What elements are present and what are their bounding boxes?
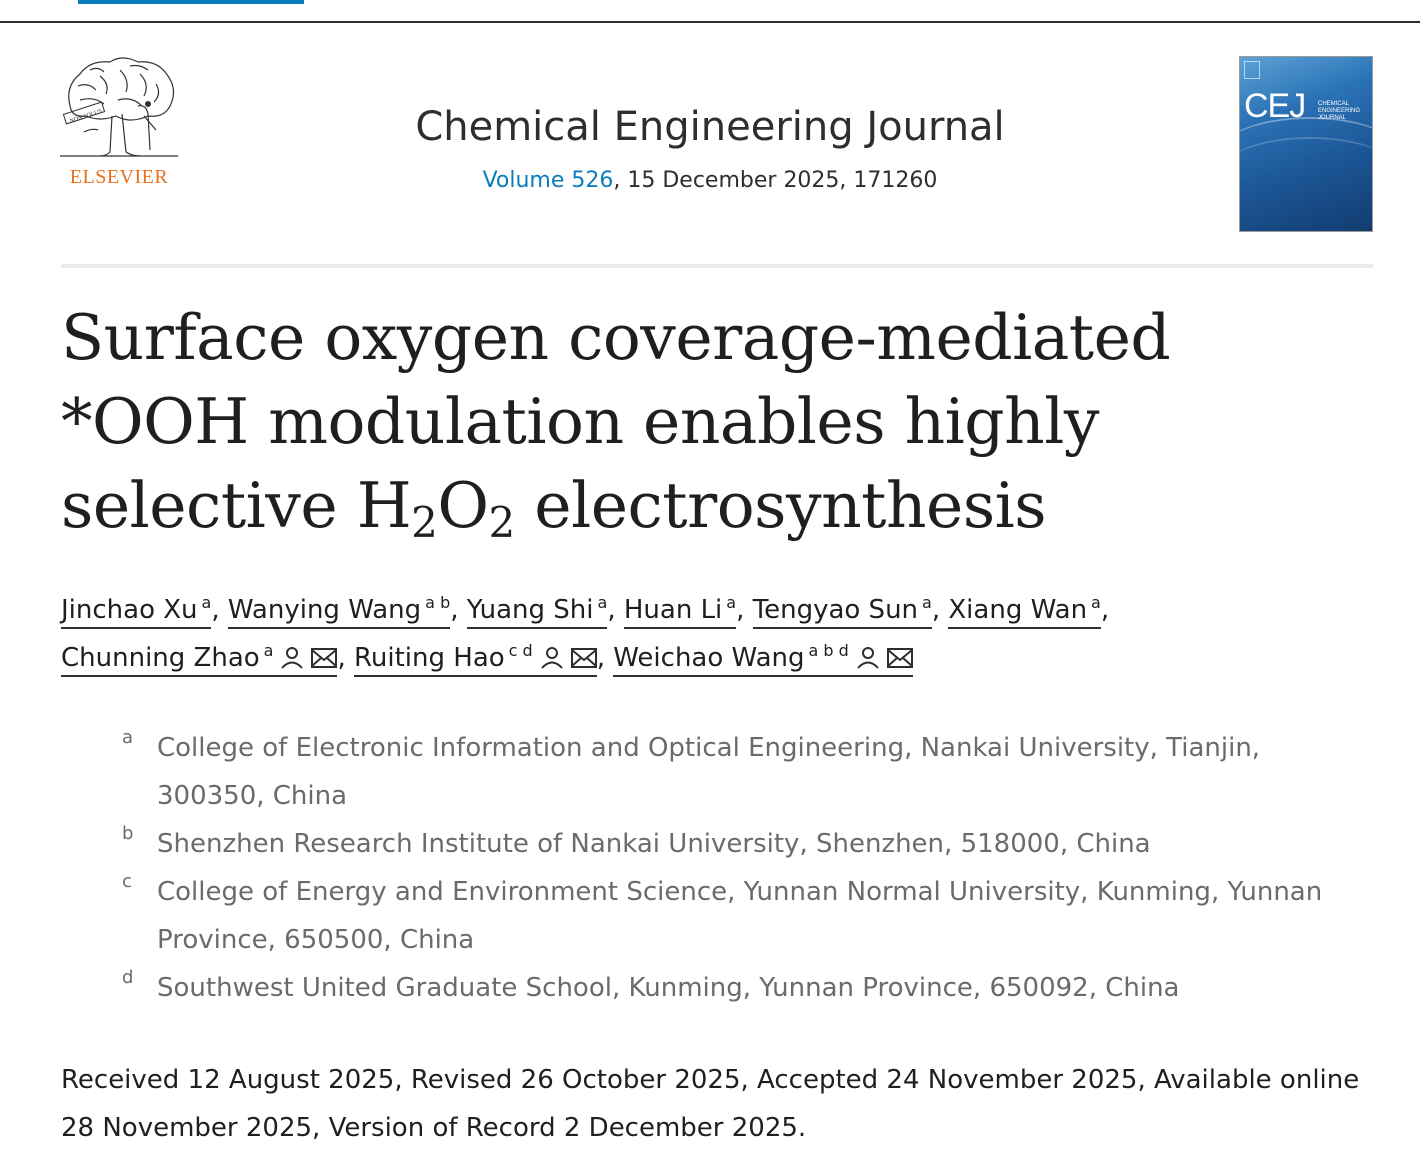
cover-subtitle: CHEMICAL ENGINEERING JOURNAL: [1318, 101, 1361, 121]
person-icon: [281, 647, 304, 669]
author-link[interactable]: Weichao Wang a b d: [613, 643, 913, 677]
author-link[interactable]: Xiang Wan a: [948, 593, 1101, 629]
journal-issue-info: Volume 526, 15 December 2025, 171260: [300, 166, 1120, 196]
affiliation-item: b Shenzhen Research Institute of Nankai U…: [120, 820, 1370, 868]
author-affiliation-marks: a b: [425, 593, 451, 612]
cover-wave: [1240, 137, 1372, 209]
author-name: Weichao Wang: [613, 643, 805, 673]
header-rule: [0, 21, 1420, 23]
author-list: Jinchao Xu a, Wanying Wang a b, Yuang Shi a…: [61, 586, 1361, 682]
article-history: Received 12 August 2025, Revised 26 Octo…: [61, 1065, 1360, 1143]
person-icon: [540, 647, 563, 669]
cover-logo-mark: [1244, 61, 1260, 79]
header-divider: [61, 264, 1373, 268]
affiliation-label: a: [122, 727, 134, 748]
author-name: Jinchao Xu: [61, 595, 198, 625]
title-text: O: [437, 469, 489, 542]
author-affiliation-marks: a b d: [808, 641, 849, 660]
author-link[interactable]: Yuang Shi a: [466, 593, 608, 629]
author-link[interactable]: Wanying Wang a b: [227, 593, 451, 629]
issue-date-text: , 15 December 2025, 171260: [613, 168, 938, 193]
title-text: Surface oxygen coverage-mediated *OOH mo…: [61, 301, 1171, 542]
affiliation-text: College of Electronic Information and Op…: [157, 733, 1261, 811]
volume-link[interactable]: Volume 526: [482, 168, 614, 193]
publisher-name[interactable]: ELSEVIER: [69, 166, 169, 188]
author-affiliation-marks: a: [922, 593, 932, 612]
author-affiliation-marks: a: [1091, 593, 1101, 612]
elsevier-tree-logo[interactable]: NON SOLUS: [60, 56, 178, 188]
author-link[interactable]: Chunning Zhao a: [61, 641, 338, 677]
author-name: Tengyao Sun: [752, 595, 919, 625]
affiliation-text: Shenzhen Research Institute of Nankai Un…: [157, 829, 1151, 859]
title-text: electrosynthesis: [514, 469, 1047, 542]
title-subscript: 2: [411, 498, 438, 547]
author-affiliation-marks: a: [726, 593, 737, 612]
envelope-icon: [311, 648, 338, 668]
author-affiliation-marks: a: [201, 593, 212, 612]
affiliation-item: c College of Energy and Environment Scien…: [120, 868, 1370, 964]
envelope-icon: [886, 648, 913, 668]
author-affiliation-marks: a: [263, 641, 274, 660]
author-name: Huan Li: [623, 595, 723, 625]
author-name: Wanying Wang: [227, 595, 422, 625]
affiliation-item: a College of Electronic Information and O…: [120, 724, 1370, 820]
author-affiliation-marks: a: [597, 593, 608, 612]
cover-wave: [1240, 117, 1372, 189]
active-tab-indicator: [78, 0, 304, 4]
affiliation-item: d Southwest United Graduate School, Kunmi…: [120, 964, 1370, 1012]
title-subscript: 2: [488, 498, 516, 547]
author-link[interactable]: Tengyao Sun a: [752, 593, 932, 629]
envelope-icon: [570, 648, 597, 668]
affiliation-list: a College of Electronic Information and O…: [120, 724, 1370, 1012]
person-icon: [857, 647, 879, 669]
author-affiliation-marks: c d: [508, 641, 533, 660]
affiliation-label: d: [122, 967, 134, 988]
journal-header: Chemical Engineering Journal Volume 526,…: [300, 100, 1120, 196]
author-name: Yuang Shi: [466, 595, 594, 625]
author-link[interactable]: Jinchao Xu a: [61, 593, 212, 629]
author-name: Xiang Wan: [948, 595, 1088, 625]
author-link[interactable]: Huan Li a: [623, 593, 737, 629]
affiliation-text: College of Energy and Environment Scienc…: [157, 877, 1323, 955]
journal-cover-image[interactable]: CEJ CHEMICAL ENGINEERING JOURNAL: [1239, 56, 1373, 232]
affiliation-label: b: [122, 823, 134, 844]
cover-abbreviation: CEJ: [1244, 87, 1306, 125]
author-name: Ruiting Hao: [354, 643, 505, 673]
affiliation-text: Southwest United Graduate School, Kunmin…: [157, 973, 1180, 1003]
author-link[interactable]: Ruiting Hao c d: [354, 643, 597, 677]
affiliation-label: c: [122, 871, 132, 892]
journal-title[interactable]: Chemical Engineering Journal: [415, 104, 1005, 150]
author-name: Chunning Zhao: [61, 643, 260, 673]
article-title: Surface oxygen coverage-mediated *OOH mo…: [61, 296, 1361, 548]
